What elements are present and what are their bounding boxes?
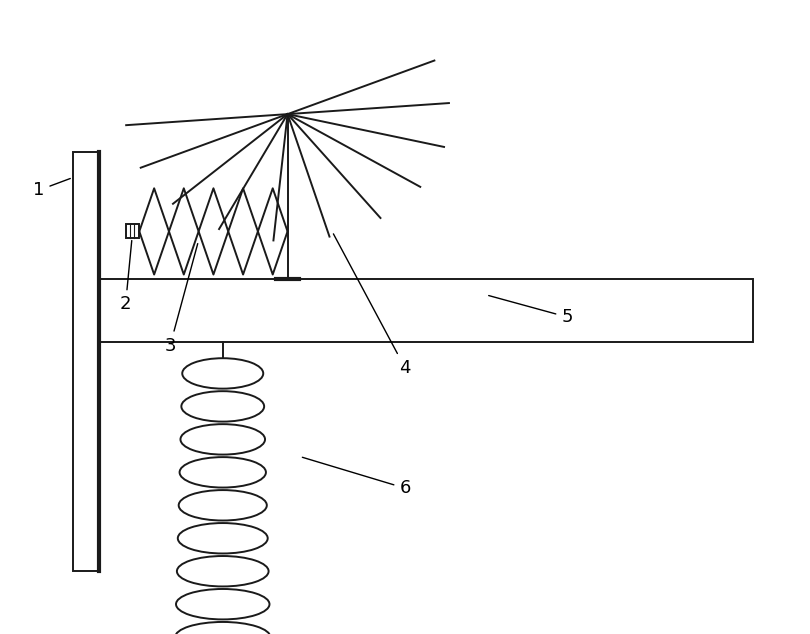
Ellipse shape: [179, 490, 266, 521]
Text: 2: 2: [120, 240, 132, 313]
Text: 6: 6: [302, 457, 411, 497]
Ellipse shape: [180, 457, 266, 488]
Ellipse shape: [181, 391, 264, 422]
Text: 1: 1: [33, 179, 70, 199]
Text: 5: 5: [488, 295, 573, 326]
Ellipse shape: [181, 424, 265, 455]
Text: 4: 4: [334, 234, 411, 377]
Ellipse shape: [175, 622, 271, 634]
Ellipse shape: [178, 523, 268, 553]
Ellipse shape: [182, 358, 263, 389]
Ellipse shape: [177, 556, 269, 586]
Bar: [97, 279, 753, 342]
Bar: [73, 152, 99, 571]
Ellipse shape: [176, 589, 270, 619]
Text: 3: 3: [164, 243, 198, 354]
Bar: [126, 224, 139, 238]
